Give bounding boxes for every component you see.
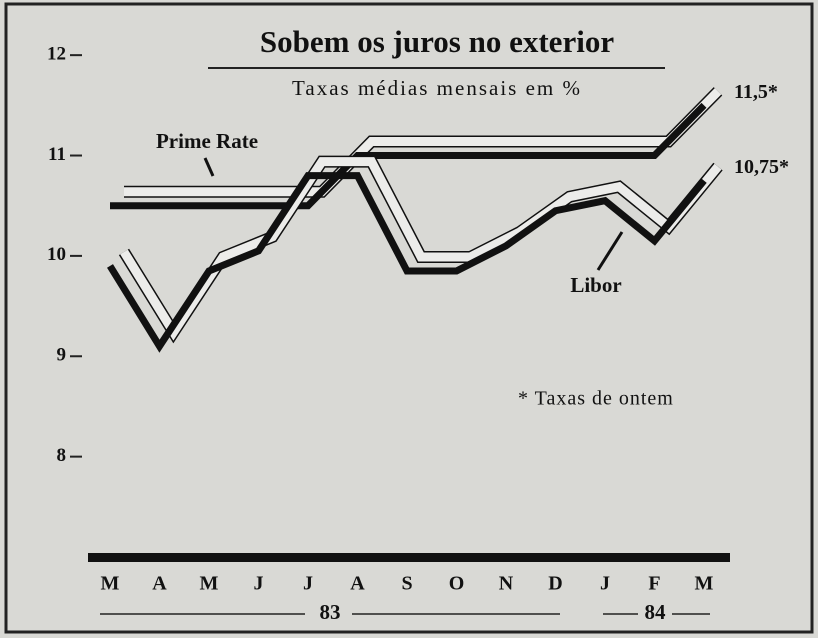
- y-tick-label: 10: [47, 244, 66, 265]
- y-tick-label: 8: [57, 445, 67, 466]
- x-tick-label: J: [303, 573, 313, 595]
- year-label: 84: [645, 600, 667, 624]
- x-tick-label: S: [401, 573, 412, 595]
- x-tick-label: N: [499, 573, 514, 595]
- x-tick-label: A: [152, 573, 167, 595]
- year-label: 83: [320, 600, 341, 624]
- value-label: 11,5*: [734, 81, 778, 103]
- label-pointer: [596, 231, 624, 271]
- series-label: Libor: [570, 273, 621, 297]
- label-pointer: [203, 157, 215, 177]
- y-tick-label: 9: [57, 345, 67, 366]
- x-tick-label: M: [695, 573, 714, 595]
- baseline-bar: [88, 553, 730, 562]
- line-depth: [120, 157, 722, 341]
- x-tick-label: J: [600, 573, 610, 595]
- x-tick-label: F: [648, 573, 660, 595]
- x-tick-label: M: [200, 573, 219, 595]
- y-tick-label: 12: [47, 44, 66, 65]
- frame: [4, 2, 814, 634]
- x-tick-label: M: [101, 573, 120, 595]
- series-label: Prime Rate: [156, 129, 258, 153]
- y-tick-label: 11: [48, 144, 66, 165]
- value-label: 10,75*: [734, 156, 789, 178]
- series-line: [110, 102, 707, 210]
- line-depth: [124, 88, 722, 197]
- x-tick-label: D: [548, 573, 562, 595]
- x-tick-label: O: [449, 573, 465, 595]
- chart-subtitle: Taxas médias mensais em %: [292, 76, 582, 100]
- chart-title: Sobem os juros no exterior: [260, 24, 614, 59]
- note: * Taxas de ontem: [518, 388, 674, 410]
- x-tick-label: J: [254, 573, 264, 595]
- series-line: [107, 172, 707, 353]
- x-tick-label: A: [350, 573, 365, 595]
